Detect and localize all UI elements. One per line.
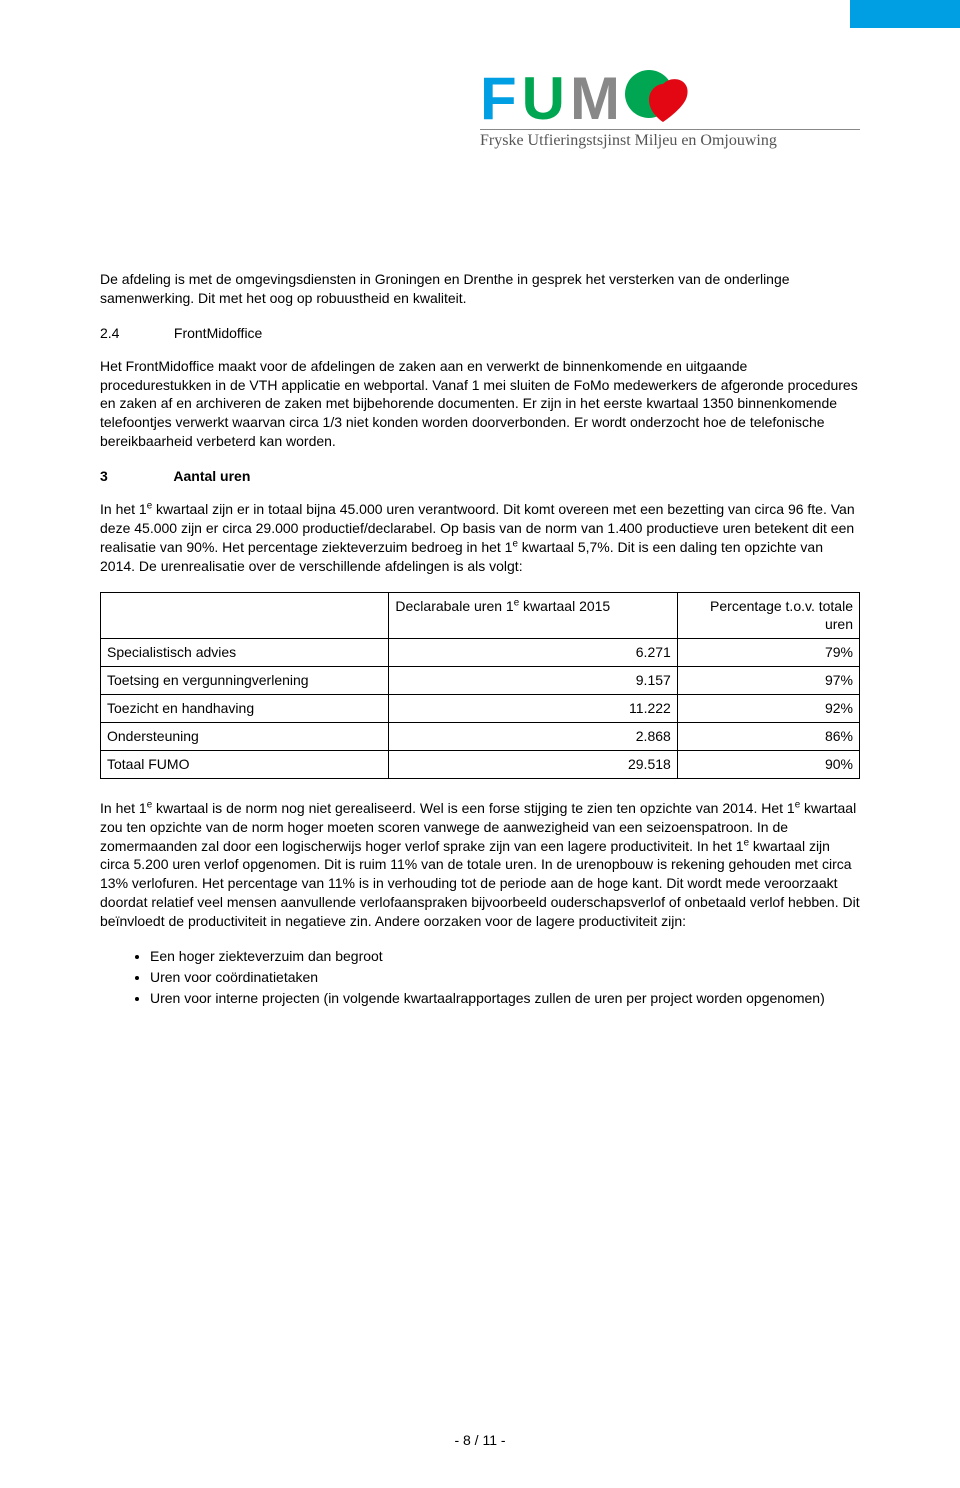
section-2-4-heading: 2.4 FrontMidoffice <box>100 324 860 343</box>
page-content: De afdeling is met de omgevingsdiensten … <box>0 0 960 1008</box>
logo-subtitle: Fryske Utfieringstsjinst Miljeu en Omjou… <box>480 129 860 150</box>
table-cell: 9.157 <box>389 667 677 695</box>
intro-paragraph: De afdeling is met de omgevingsdiensten … <box>100 270 860 308</box>
section-title: Aantal uren <box>173 468 250 484</box>
table-cell: 92% <box>677 695 859 723</box>
table-header-row: Declarabale uren 1e kwartaal 2015 Percen… <box>101 592 860 639</box>
logo-letter-u: U <box>522 64 566 133</box>
accent-bar <box>850 0 960 28</box>
table-cell: 6.271 <box>389 639 677 667</box>
text-fragment: In het 1 <box>100 501 147 517</box>
analysis-paragraph: In het 1e kwartaal is de norm nog niet g… <box>100 799 860 931</box>
table-cell: 86% <box>677 723 859 751</box>
table-cell: Toezicht en handhaving <box>101 695 389 723</box>
logo-heart-icon <box>625 70 695 128</box>
section-number: 3 <box>100 467 170 486</box>
hours-table: Declarabale uren 1e kwartaal 2015 Percen… <box>100 592 860 779</box>
list-item: Een hoger ziekteverzuim dan begroot <box>150 947 860 966</box>
table-cell: 11.222 <box>389 695 677 723</box>
table-cell: Ondersteuning <box>101 723 389 751</box>
list-item: Uren voor coördinatietaken <box>150 968 860 987</box>
table-row: Specialistisch advies 6.271 79% <box>101 639 860 667</box>
section-3-heading: 3 Aantal uren <box>100 467 860 486</box>
table-row: Totaal FUMO 29.518 90% <box>101 750 860 778</box>
table-header-cell: Percentage t.o.v. totale uren <box>677 592 859 639</box>
section-3-body: In het 1e kwartaal zijn er in totaal bij… <box>100 500 860 576</box>
list-item: Uren voor interne projecten (in volgende… <box>150 989 860 1008</box>
table-header-cell: Declarabale uren 1e kwartaal 2015 <box>389 592 677 639</box>
table-row: Ondersteuning 2.868 86% <box>101 723 860 751</box>
logo-letter-f: F <box>480 64 518 133</box>
table-row: Toezicht en handhaving 11.222 92% <box>101 695 860 723</box>
table-cell: 2.868 <box>389 723 677 751</box>
table-row: Toetsing en vergunningverlening 9.157 97… <box>101 667 860 695</box>
table-cell: 29.518 <box>389 750 677 778</box>
page-number: - 8 / 11 - <box>0 1432 960 1448</box>
table-cell: 79% <box>677 639 859 667</box>
section-number: 2.4 <box>100 324 170 343</box>
section-title: FrontMidoffice <box>174 325 262 341</box>
text-fragment: uren <box>825 616 853 632</box>
table-cell: Toetsing en vergunningverlening <box>101 667 389 695</box>
bullet-list: Een hoger ziekteverzuim dan begroot Uren… <box>100 947 860 1008</box>
table-cell: Totaal FUMO <box>101 750 389 778</box>
table-cell: 97% <box>677 667 859 695</box>
table-cell: 90% <box>677 750 859 778</box>
logo: F U M Fryske Utfieringstsjinst Miljeu en… <box>480 64 860 150</box>
logo-letters: F U M <box>480 64 860 133</box>
text-fragment: kwartaal 2015 <box>519 598 610 614</box>
text-fragment: Declarabale uren 1 <box>395 598 513 614</box>
section-2-4-body: Het FrontMidoffice maakt voor de afdelin… <box>100 357 860 451</box>
text-fragment: In het 1 <box>100 800 147 816</box>
logo-letter-m: M <box>570 64 621 133</box>
table-header-cell <box>101 592 389 639</box>
text-fragment: kwartaal is de norm nog niet gerealiseer… <box>152 800 795 816</box>
text-fragment: Percentage t.o.v. totale <box>710 598 853 614</box>
table-cell: Specialistisch advies <box>101 639 389 667</box>
